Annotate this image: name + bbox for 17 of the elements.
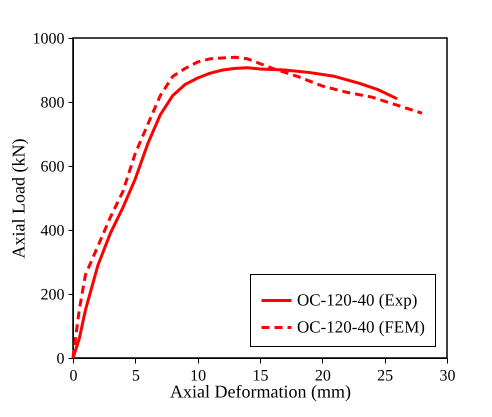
x-tick-label: 10 [190, 368, 206, 384]
x-tick-label: 0 [70, 368, 78, 384]
legend-label: OC-120-40 (Exp) [297, 290, 418, 310]
y-tick-label: 200 [40, 286, 64, 304]
x-axis-title: Axial Deformation (mm) [170, 382, 351, 402]
y-tick-label: 0 [56, 350, 64, 368]
x-tick-label: 30 [440, 368, 456, 384]
legend-label: OC-120-40 (FEM) [297, 318, 425, 336]
y-tick-label: 400 [40, 222, 64, 240]
y-tick-label: 600 [40, 158, 64, 176]
y-tick-label: 1000 [32, 30, 64, 48]
x-tick-label: 25 [377, 368, 394, 384]
x-tick-label: 20 [314, 368, 331, 384]
x-tick-label: 15 [252, 368, 268, 384]
y-axis-title: Axial Load (kN) [8, 138, 28, 258]
y-tick-label: 800 [40, 94, 64, 112]
x-tick-label: 5 [132, 368, 140, 384]
